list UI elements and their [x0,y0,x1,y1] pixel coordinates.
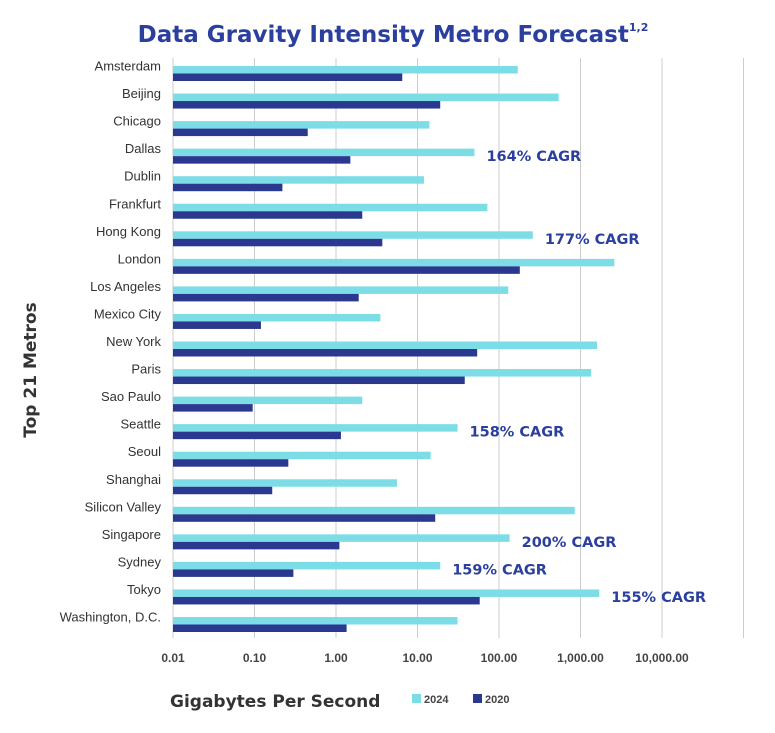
x-axis-label: Gigabytes Per Second [170,692,380,712]
x-tick-label: 10.00 [402,651,432,665]
bar-2024 [173,286,509,294]
x-tick-label: 10,000.00 [635,651,689,665]
legend-label-2020: 2020 [485,694,509,706]
bar-2020 [173,293,359,302]
bar-2024 [173,313,381,322]
x-tick-label: 0.10 [243,651,267,665]
bar-2024 [173,369,592,377]
chart-title-superscript: 1,2 [629,21,649,34]
category-label: New York [106,334,161,349]
category-label: Washington, D.C. [60,610,161,625]
cagr-annotation: 200% CAGR [522,535,617,551]
category-label: Chicago [113,114,161,129]
bar-2020 [173,266,520,274]
bar-2024 [173,93,559,102]
cagr-annotation: 164% CAGR [486,149,581,165]
category-label: Amsterdam [95,59,161,74]
bar-2024 [173,396,363,405]
legend-label-2024: 2024 [424,694,449,706]
category-label: Los Angeles [90,279,161,294]
category-label: Seattle [121,417,161,432]
bar-2020 [173,101,441,109]
bar-2024 [173,617,458,625]
bar-2024 [173,424,458,432]
cagr-annotation: 158% CAGR [470,425,565,441]
bar-2020 [173,459,289,467]
bar-2024 [173,479,397,487]
bar-2020 [173,431,341,440]
bar-2024 [173,589,600,597]
legend: 2024 2020 [412,694,509,706]
category-label: Seoul [128,444,161,459]
bar-2024 [173,451,431,460]
x-tick-label: 1,000.00 [557,651,604,665]
y-axis-label: Top 21 Metros [21,302,41,437]
bar-2024 [173,534,510,542]
category-label: Frankfurt [109,196,161,211]
category-labels: Amsterdam Beijing Chicago Dallas Dublin Frank… [60,59,162,625]
bar-2024 [173,341,598,349]
bar-2020 [173,156,351,164]
cagr-annotation: 159% CAGR [452,562,547,578]
annotations: 164% CAGR 177% CAGR 158% CAGR 200% CAGR 159%… [452,149,706,606]
category-label: Dallas [125,141,162,156]
x-tick-labels: 0.01 0.10 1.00 10.00 100.00 1,000.00 10,000.00 [161,651,689,665]
bar-2020 [173,376,465,385]
category-label: Sao Paulo [101,389,161,404]
bar-2024 [173,176,424,184]
bar-2024 [173,203,488,212]
bar-2020 [173,404,253,412]
category-label: Sydney [118,554,162,569]
bar-2020 [173,349,478,357]
bar-2024 [173,148,475,157]
category-label: Singapore [102,527,161,542]
bar-2020 [173,541,340,550]
category-label: London [118,251,161,266]
bar-2024 [173,506,575,515]
bars [173,66,615,632]
category-label: Paris [131,362,161,377]
bar-2024 [173,231,533,239]
bar-2020 [173,569,294,577]
x-tick-label: 0.01 [161,651,185,665]
category-label: Mexico City [94,306,162,321]
bar-2024 [173,121,430,129]
legend-swatch-2024 [412,694,421,703]
x-tick-label: 1.00 [324,651,348,665]
category-label: Shanghai [106,472,161,487]
bar-2020 [173,486,273,495]
category-label: Hong Kong [96,224,161,239]
bar-2020 [173,73,403,81]
bar-2020 [173,514,436,522]
category-label: Silicon Valley [85,499,162,514]
category-label: Tokyo [127,582,161,597]
category-label: Dublin [124,169,161,184]
cagr-annotation: 177% CAGR [545,232,640,248]
chart-title-text: Data Gravity Intensity Metro Forecast [138,22,629,48]
x-tick-label: 100.00 [481,651,518,665]
bar-2020 [173,238,383,247]
bar-2020 [173,128,308,137]
bar-2020 [173,183,283,192]
bar-2020 [173,624,347,632]
bar-2020 [173,211,363,219]
bar-2024 [173,66,518,74]
bar-2024 [173,561,441,570]
bar-2020 [173,596,480,605]
chart-title: Data Gravity Intensity Metro Forecast1,2 [138,21,649,48]
bar-2020 [173,321,261,329]
category-label: Beijing [122,86,161,101]
legend-swatch-2020 [473,694,482,703]
cagr-annotation: 155% CAGR [611,590,706,606]
bar-2024 [173,258,615,267]
